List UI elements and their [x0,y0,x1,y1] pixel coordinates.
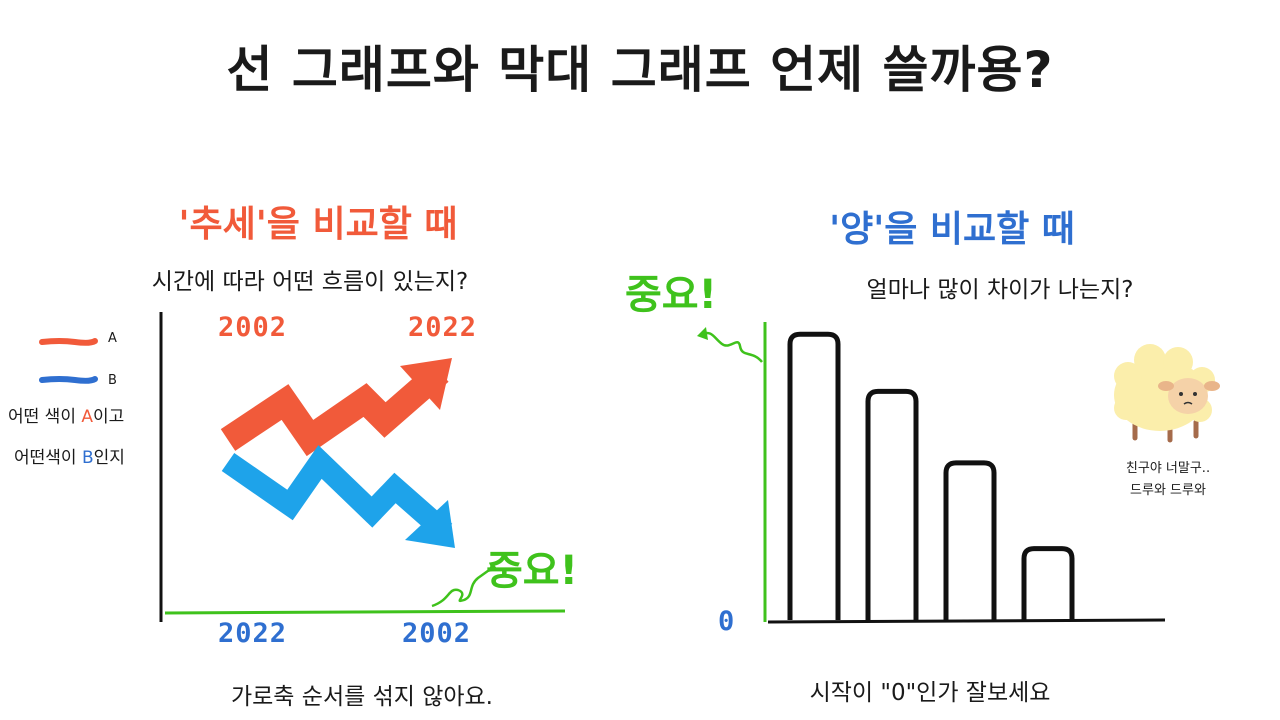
bar-section-heading: '양'을 비교할 때 [829,209,1075,250]
legend-text-b: 어떤색이 B인지 [14,448,125,468]
line-chart-x-axis [164,609,566,615]
sheep-caption-line2: 드루와 드루와 [1130,483,1206,498]
line-section-question: 시간에 따라 어떤 흐름이 있는지? [151,269,469,295]
squiggle-arrow-bar [701,331,763,363]
bar-group [787,331,1075,620]
trend-arrow-a [220,362,449,457]
bar-4 [1021,546,1075,620]
line-section-heading: '추세'을 비교할 때 [178,204,458,245]
bar-zero-label: 0 [718,606,736,637]
bar-section-question: 얼마나 많이 차이가 나는지? [866,277,1134,303]
legend-a-label: A [108,331,117,346]
legend-a-swatch [39,338,98,346]
top-year-left: 2002 [218,312,288,343]
important-note-bar: 중요! [625,272,717,318]
bar-chart-x-axis [767,618,1166,624]
bar-1 [787,331,841,620]
important-note-line: 중요! [486,548,578,594]
trend-arrow-b [221,445,453,541]
sheep-illustration [1114,344,1220,443]
page-title: 선 그래프와 막대 그래프 언제 쓸까용? [226,41,1054,99]
squiggle-arrow-line [431,566,493,608]
bottom-year-left: 2022 [218,618,288,649]
legend-text-a: 어떤 색이 A이고 [8,407,125,427]
sheep-caption-line1: 친구야 너말구.. [1125,461,1211,476]
top-year-right: 2022 [408,312,478,343]
bar-2 [865,388,919,620]
bar-section-caption: 시작이 "0"인가 잘보세요 [809,680,1051,706]
squiggle-arrow-bar-head [697,327,708,340]
line-section-caption: 가로축 순서를 섞지 않아요. [230,684,494,710]
bottom-year-right: 2002 [402,618,472,649]
legend-b-swatch [39,376,98,384]
bar-3 [943,460,997,620]
sheep-caption: 친구야 너말구.. 드루와 드루와 [1126,458,1210,502]
legend-b-label: B [108,373,117,388]
squiggle-arrow-line-head [488,562,498,572]
trend-arrow-b-head [405,500,455,548]
trend-arrow-a-head [400,358,452,410]
